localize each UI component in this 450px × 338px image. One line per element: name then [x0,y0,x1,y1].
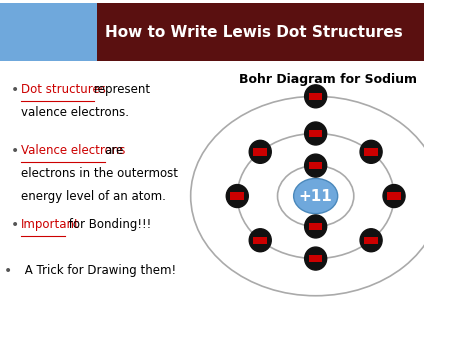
Ellipse shape [305,122,327,145]
Text: +11: +11 [299,189,333,203]
Text: Dot structures: Dot structures [21,83,110,96]
Ellipse shape [249,229,271,252]
Ellipse shape [305,85,327,108]
FancyBboxPatch shape [309,162,323,169]
FancyBboxPatch shape [230,192,244,200]
Text: •: • [11,218,19,232]
Text: energy level of an atom.: energy level of an atom. [21,190,166,202]
FancyBboxPatch shape [309,93,323,100]
Circle shape [294,178,338,214]
FancyBboxPatch shape [309,255,323,262]
FancyBboxPatch shape [253,148,267,155]
Text: valence electrons.: valence electrons. [21,106,129,119]
Ellipse shape [305,154,327,177]
Text: •: • [11,83,19,97]
Text: A Trick for Drawing them!: A Trick for Drawing them! [21,264,176,276]
FancyBboxPatch shape [98,3,424,61]
Text: represent: represent [94,83,151,96]
FancyBboxPatch shape [253,237,267,244]
Ellipse shape [249,140,271,163]
Ellipse shape [305,215,327,238]
Text: Bohr Diagram for Sodium: Bohr Diagram for Sodium [239,73,418,86]
Text: •: • [11,144,19,158]
FancyBboxPatch shape [309,130,323,137]
Text: Valence electrons: Valence electrons [21,144,129,156]
Text: for Bonding!!!: for Bonding!!! [65,218,151,231]
FancyBboxPatch shape [387,192,401,200]
Ellipse shape [305,247,327,270]
Text: How to Write Lewis Dot Structures: How to Write Lewis Dot Structures [105,25,403,40]
FancyBboxPatch shape [0,3,98,61]
FancyBboxPatch shape [364,148,378,155]
Text: are: are [105,144,124,156]
Text: •: • [4,264,13,277]
FancyBboxPatch shape [309,223,323,230]
Ellipse shape [360,229,382,252]
Ellipse shape [383,185,405,208]
Ellipse shape [360,140,382,163]
Text: electrons in the outermost: electrons in the outermost [21,167,178,179]
FancyBboxPatch shape [364,237,378,244]
Ellipse shape [226,185,248,208]
Text: Important: Important [21,218,80,231]
